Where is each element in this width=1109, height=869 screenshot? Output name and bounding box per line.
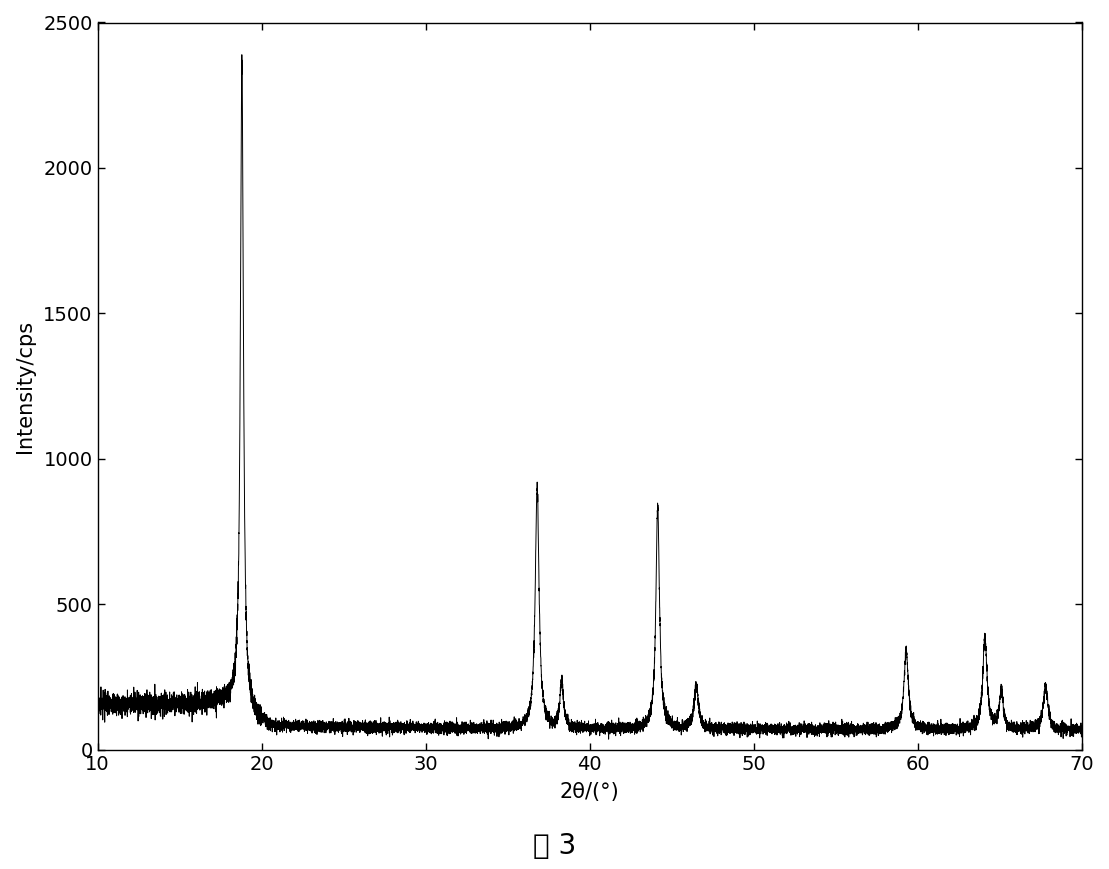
Y-axis label: Intensity/cps: Intensity/cps	[16, 320, 35, 453]
X-axis label: 2θ/(°): 2θ/(°)	[560, 782, 620, 802]
Text: 图 3: 图 3	[533, 833, 576, 860]
